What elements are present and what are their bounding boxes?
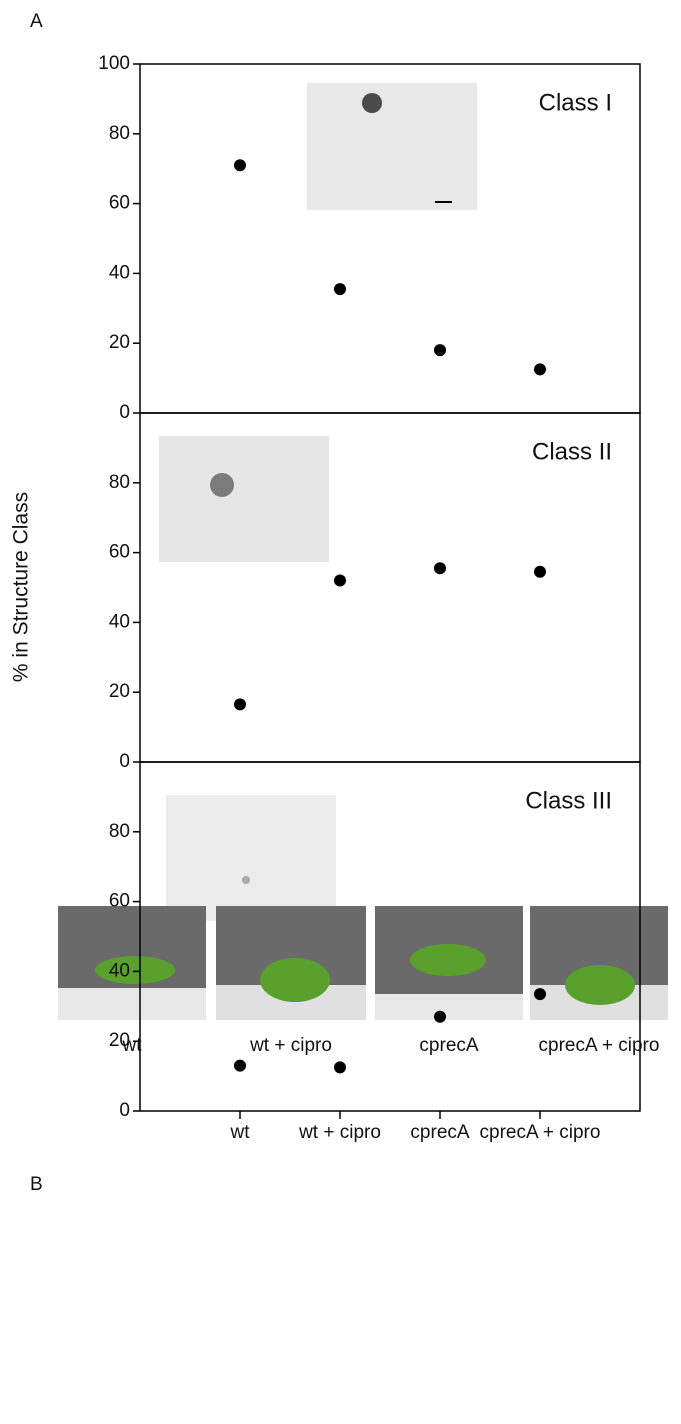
photo-ruler [58,988,206,1020]
y-tick-label: 100 [98,53,130,74]
y-tick-label: 20 [109,1030,130,1051]
photo-plant [565,965,635,1005]
photo-plant [260,958,330,1002]
data-point [334,283,346,296]
y-tick-label: 80 [109,472,130,493]
y-tick-label: 40 [109,611,130,632]
data-point [234,159,246,172]
y-tick-label: 60 [109,891,130,912]
y-tick-label: 20 [109,681,130,702]
panel-label: B [30,1174,43,1195]
panel-label: A [30,11,43,32]
photo-plant [410,944,486,976]
panel-title: Class I [539,89,612,116]
x-tick-label: wt [230,1122,251,1143]
inset-image [307,83,477,210]
y-tick-label: 60 [109,193,130,214]
data-point [534,565,546,578]
data-point [534,363,546,376]
data-point [334,1061,346,1074]
photo-plant [95,956,175,984]
x-tick-label: wt + cipro [298,1122,381,1143]
data-point [234,1059,246,1072]
photo-label: cprecA [419,1035,478,1056]
photo-label: wt + cipro [249,1035,332,1056]
x-tick-label: cprecA + cipro [480,1122,601,1143]
insets [159,83,477,921]
panel-title: Class III [525,787,612,814]
panel-title: Class II [532,438,612,465]
photo-label: wt [122,1035,143,1056]
inset-image [166,795,336,921]
inset-image [159,436,329,562]
y-tick-label: 40 [109,960,130,981]
y-tick-label: 0 [119,402,130,423]
photo-label: cprecA + cipro [539,1035,660,1056]
photo-ruler [375,994,523,1020]
y-tick-label: 0 [119,751,130,772]
y-tick-label: 40 [109,262,130,283]
data-point [534,988,546,1001]
inset-detail [210,473,234,497]
data-point [434,562,446,575]
inset-detail [362,93,382,113]
data-point [434,1010,446,1023]
photos [58,906,668,1020]
y-axis-label: % in Structure Class [10,492,33,682]
plot-frame [139,761,641,1112]
y-tick-label: 0 [119,1100,130,1121]
y-tick-label: 80 [109,821,130,842]
data-point [234,698,246,711]
x-tick-label: cprecA [410,1122,469,1143]
data-point [434,344,446,357]
inset-detail [242,876,250,884]
y-tick-label: 60 [109,542,130,563]
y-tick-label: 80 [109,123,130,144]
y-tick-label: 20 [109,332,130,353]
data-point [334,574,346,587]
